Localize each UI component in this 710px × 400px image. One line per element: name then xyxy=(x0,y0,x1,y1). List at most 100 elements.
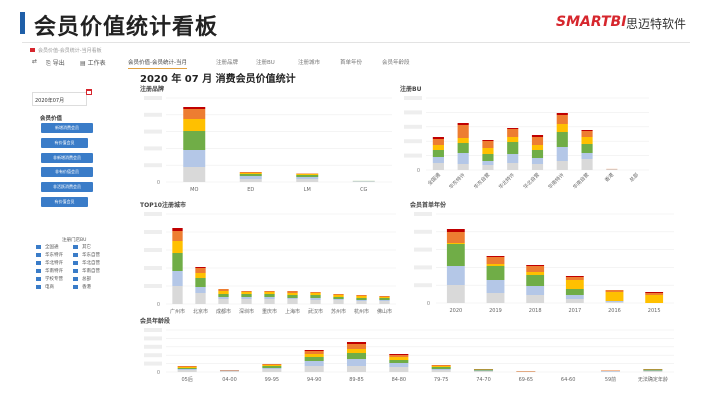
bar-segment[interactable] xyxy=(310,292,321,293)
bar-segment[interactable] xyxy=(643,370,663,372)
bar-segment[interactable] xyxy=(287,298,298,299)
bar-segment[interactable] xyxy=(218,299,229,304)
bar-segment[interactable] xyxy=(486,280,505,293)
bar-segment[interactable] xyxy=(304,354,324,357)
bar-segment[interactable] xyxy=(556,161,568,170)
bar-segment[interactable] xyxy=(457,143,469,153)
bar-segment[interactable] xyxy=(177,367,197,368)
checkbox-icon[interactable] xyxy=(36,260,41,265)
bar-segment[interactable] xyxy=(172,253,183,271)
checkbox-icon[interactable] xyxy=(73,268,78,273)
bar-segment[interactable] xyxy=(262,369,282,372)
bar-segment[interactable] xyxy=(531,158,544,164)
bar-segment[interactable] xyxy=(183,131,206,150)
bar-segment[interactable] xyxy=(482,165,494,170)
legend-item[interactable]: 华东自营 xyxy=(73,252,100,259)
checkbox-icon[interactable] xyxy=(36,244,41,249)
bar-segment[interactable] xyxy=(565,299,584,303)
tab-0[interactable]: 会员价值-会员统计-当月 xyxy=(128,58,187,69)
checkbox-icon[interactable] xyxy=(36,268,41,273)
bar-segment[interactable] xyxy=(333,297,344,299)
bar-segment[interactable] xyxy=(645,292,664,293)
bar-segment[interactable] xyxy=(356,300,367,301)
bar-segment[interactable] xyxy=(507,154,519,163)
bar-segment[interactable] xyxy=(304,366,324,372)
bar-segment[interactable] xyxy=(262,364,282,365)
bar-segment[interactable] xyxy=(531,164,544,170)
bar-segment[interactable] xyxy=(239,176,262,179)
bar-segment[interactable] xyxy=(446,266,465,285)
bar-segment[interactable] xyxy=(346,366,367,372)
bar-segment[interactable] xyxy=(218,297,229,299)
bar-segment[interactable] xyxy=(177,370,197,372)
bar-segment[interactable] xyxy=(431,369,451,370)
checkbox-icon[interactable] xyxy=(36,276,41,281)
checkbox-icon[interactable] xyxy=(36,252,41,257)
bar-segment[interactable] xyxy=(482,141,494,148)
bar-segment[interactable] xyxy=(287,293,298,295)
tab-1[interactable]: 注册品牌 xyxy=(216,60,239,66)
bar-segment[interactable] xyxy=(446,285,465,303)
bar-segment[interactable] xyxy=(482,148,494,154)
bar-segment[interactable] xyxy=(565,289,584,295)
legend-item[interactable]: 学校专营 xyxy=(36,276,63,283)
bar-segment[interactable] xyxy=(432,157,444,163)
legend-item[interactable]: 香港 xyxy=(73,284,91,291)
bar-segment[interactable] xyxy=(565,276,584,277)
bar-segment[interactable] xyxy=(389,354,409,355)
bar-segment[interactable] xyxy=(310,295,321,298)
sheet-button[interactable]: ▤ 工作表 xyxy=(80,58,106,67)
member-filter-button[interactable]: 有价值会员 xyxy=(41,197,88,207)
bar-segment[interactable] xyxy=(218,291,229,294)
bar-segment[interactable] xyxy=(565,295,584,299)
bar-segment[interactable] xyxy=(172,228,183,231)
member-filter-button[interactable]: 有价值会员 xyxy=(41,138,88,148)
bar-segment[interactable] xyxy=(643,371,663,372)
bar-segment[interactable] xyxy=(606,169,618,171)
bar-segment[interactable] xyxy=(177,369,197,370)
bar-segment[interactable] xyxy=(473,369,494,370)
bar-segment[interactable] xyxy=(556,147,568,161)
bar-segment[interactable] xyxy=(457,138,469,143)
bar-segment[interactable] xyxy=(507,163,519,170)
bar-segment[interactable] xyxy=(473,371,494,372)
bar-segment[interactable] xyxy=(172,231,183,241)
refresh-icon[interactable]: ⇄ xyxy=(32,58,38,65)
bar-segment[interactable] xyxy=(241,299,252,304)
bar-segment[interactable] xyxy=(172,241,183,253)
bar-segment[interactable] xyxy=(356,296,367,298)
bar-segment[interactable] xyxy=(241,294,252,297)
bar-segment[interactable] xyxy=(457,153,469,164)
bar-segment[interactable] xyxy=(310,298,321,300)
bar-segment[interactable] xyxy=(645,295,664,303)
bar-segment[interactable] xyxy=(287,299,298,304)
bar-segment[interactable] xyxy=(183,150,206,167)
bar-segment[interactable] xyxy=(239,179,262,182)
legend-item[interactable]: 华南自营 xyxy=(73,268,100,275)
checkbox-icon[interactable] xyxy=(73,276,78,281)
bar-segment[interactable] xyxy=(526,295,545,303)
bar-segment[interactable] xyxy=(333,295,344,297)
bar-segment[interactable] xyxy=(195,278,206,287)
bar-segment[interactable] xyxy=(581,131,593,137)
legend-item[interactable]: 总部 xyxy=(73,276,91,283)
bar-segment[interactable] xyxy=(379,296,390,297)
member-filter-button[interactable]: 新增消费会员 xyxy=(41,123,93,133)
bar-segment[interactable] xyxy=(482,154,494,161)
checkbox-icon[interactable] xyxy=(73,252,78,257)
bar-segment[interactable] xyxy=(333,299,344,300)
bar-segment[interactable] xyxy=(287,291,298,293)
bar-segment[interactable] xyxy=(581,153,593,159)
tab-4[interactable]: 首单年份 xyxy=(340,60,363,66)
bar-segment[interactable] xyxy=(310,300,321,304)
bar-segment[interactable] xyxy=(219,370,240,371)
bar-segment[interactable] xyxy=(556,113,568,115)
bar-segment[interactable] xyxy=(296,177,319,179)
bar-segment[interactable] xyxy=(296,179,319,182)
legend-item[interactable]: 其它 xyxy=(73,244,91,251)
bar-segment[interactable] xyxy=(432,150,444,157)
bar-segment[interactable] xyxy=(457,125,469,138)
bar-segment[interactable] xyxy=(264,291,275,292)
bar-segment[interactable] xyxy=(457,164,469,170)
bar-segment[interactable] xyxy=(531,137,544,145)
